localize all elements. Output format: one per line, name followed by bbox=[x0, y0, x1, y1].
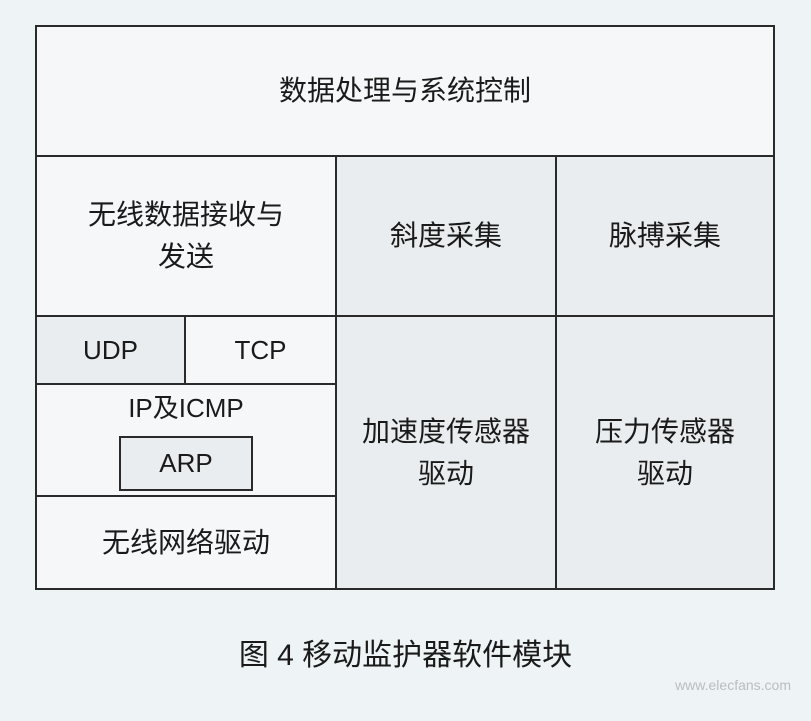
wireless-driver-label: 无线网络驱动 bbox=[102, 522, 270, 564]
udp-label: UDP bbox=[83, 331, 138, 370]
middle-center-cell: 斜度采集 bbox=[337, 157, 557, 315]
network-stack: UDP TCP IP及ICMP ARP 无线网络驱动 bbox=[37, 317, 337, 588]
pulse-collection-label: 脉搏采集 bbox=[609, 215, 721, 257]
pressure-driver-cell: 压力传感器 驱动 bbox=[557, 317, 773, 588]
arp-box: ARP bbox=[119, 436, 252, 491]
accel-driver-cell: 加速度传感器 驱动 bbox=[337, 317, 557, 588]
bottom-layer: UDP TCP IP及ICMP ARP 无线网络驱动 加速度传感器 驱动 压力传… bbox=[37, 317, 773, 588]
network-layer: IP及ICMP ARP bbox=[37, 385, 335, 497]
middle-layer: 无线数据接收与 发送 斜度采集 脉搏采集 bbox=[37, 157, 773, 317]
tcp-label: TCP bbox=[235, 331, 287, 370]
watermark-text: www.elecfans.com bbox=[675, 677, 791, 693]
udp-cell: UDP bbox=[37, 317, 186, 383]
accel-driver-label: 加速度传感器 驱动 bbox=[362, 411, 530, 495]
middle-left-cell: 无线数据接收与 发送 bbox=[37, 157, 337, 315]
tcp-cell: TCP bbox=[186, 317, 335, 383]
ip-icmp-label: IP及ICMP bbox=[128, 389, 244, 428]
pressure-driver-label: 压力传感器 驱动 bbox=[595, 411, 735, 495]
arp-label: ARP bbox=[159, 448, 212, 478]
driver-layer: 无线网络驱动 bbox=[37, 497, 335, 588]
figure-caption: 图 4 移动监护器软件模块 bbox=[35, 630, 776, 674]
tilt-collection-label: 斜度采集 bbox=[390, 215, 502, 257]
transport-layer: UDP TCP bbox=[37, 317, 335, 385]
top-layer-label: 数据处理与系统控制 bbox=[279, 70, 531, 112]
wireless-txrx-label: 无线数据接收与 发送 bbox=[88, 194, 284, 278]
architecture-diagram: 数据处理与系统控制 无线数据接收与 发送 斜度采集 脉搏采集 UDP TCP I… bbox=[35, 25, 775, 590]
top-layer: 数据处理与系统控制 bbox=[37, 27, 773, 157]
middle-right-cell: 脉搏采集 bbox=[557, 157, 773, 315]
